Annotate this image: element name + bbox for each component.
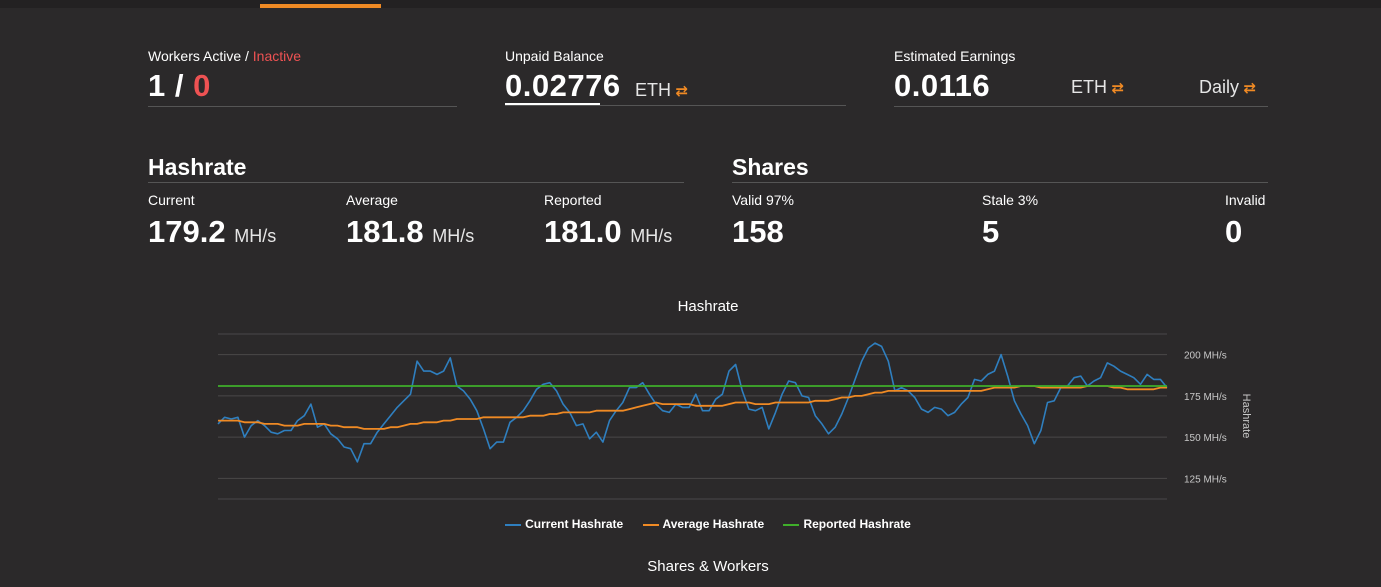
current-hashrate-value: 179.2 MH/s: [148, 214, 277, 249]
shares-divider: [732, 182, 1268, 183]
y-tick-label: 125 MH/s: [1184, 474, 1227, 485]
chart-title: Hashrate: [677, 298, 739, 315]
estimated-stat: Estimated Earnings 0.0116: [894, 48, 1015, 104]
stale-shares-value: 5: [982, 214, 1000, 249]
average-hashrate-line: [218, 385, 1167, 430]
workers-value: 1 / 0: [148, 68, 211, 103]
current-hashrate-line: [217, 342, 1168, 463]
currency-swap-icon[interactable]: ⇄: [1111, 80, 1125, 97]
estimated-value: 0.0116: [894, 68, 991, 103]
stale-label: Stale 3%: [982, 192, 1039, 208]
unpaid-currency: ETH: [635, 80, 672, 100]
legend-average[interactable]: Average Hashrate: [642, 517, 764, 531]
reported-hashrate-value: 181.0 MH/s: [544, 214, 673, 249]
y-tick-label: 200 MH/s: [1184, 351, 1227, 362]
y-tick-label: 150 MH/s: [1184, 433, 1227, 444]
valid-label: Valid 97%: [732, 192, 795, 208]
shares-workers-title: Shares & Workers: [647, 558, 769, 575]
y-axis-label: Hashrate: [1240, 394, 1252, 439]
workers-divider: [148, 106, 457, 107]
y-tick-label: 175 MH/s: [1184, 392, 1227, 403]
unpaid-label: Unpaid Balance: [505, 48, 604, 64]
invalid-label: Invalid: [1225, 192, 1266, 208]
hashrate-title: Hashrate: [148, 154, 247, 180]
estimated-currency-toggle[interactable]: ETH ⇄: [1071, 77, 1125, 97]
active-tab-indicator: [260, 4, 381, 8]
legend-reported[interactable]: Reported Hashrate: [783, 517, 911, 531]
invalid-shares-value: 0: [1225, 214, 1243, 249]
top-nav-bar: [0, 0, 1381, 8]
shares-title: Shares: [732, 154, 809, 180]
current-label: Current: [148, 192, 195, 208]
valid-shares-value: 158: [732, 214, 784, 249]
average-hashrate-value: 181.8 MH/s: [346, 214, 475, 249]
unpaid-value-underline: [505, 103, 600, 105]
hashrate-divider: [148, 182, 684, 183]
chart-legend: Current Hashrate Average Hashrate Report…: [0, 517, 1381, 531]
unpaid-divider: [505, 105, 846, 106]
estimated-label: Estimated Earnings: [894, 48, 1016, 64]
currency-swap-icon[interactable]: ⇄: [675, 83, 689, 100]
period-toggle[interactable]: Daily ⇄: [1199, 77, 1257, 97]
workers-label: Workers Active / Inactive: [148, 48, 302, 64]
estimated-divider: [894, 106, 1268, 107]
unpaid-value: 0.02776: [505, 68, 621, 103]
average-label: Average: [346, 192, 398, 208]
reported-label: Reported: [544, 192, 602, 208]
unpaid-stat: Unpaid Balance 0.02776 ETH ⇄: [505, 48, 688, 104]
workers-stat: Workers Active / Inactive 1 / 0: [148, 48, 301, 104]
legend-current[interactable]: Current Hashrate: [505, 517, 623, 531]
period-swap-icon[interactable]: ⇄: [1243, 80, 1257, 97]
